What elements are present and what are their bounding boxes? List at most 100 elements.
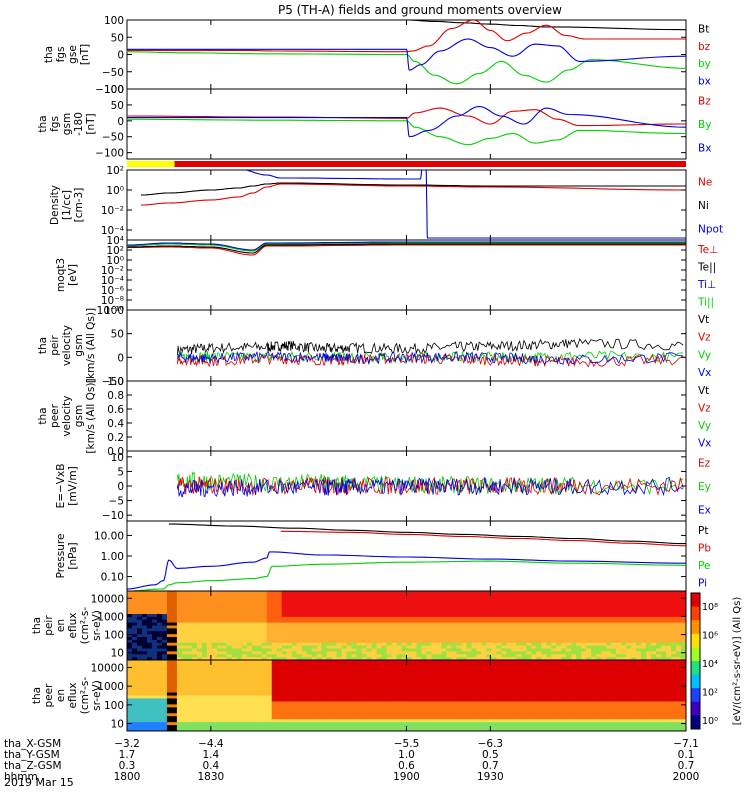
- spectrogram-cell: [661, 619, 667, 624]
- spectrogram-cell: [656, 631, 662, 635]
- spectrogram-cell: [611, 639, 617, 644]
- spectrogram-cell: [251, 602, 258, 606]
- spectrogram-cell: [361, 719, 367, 723]
- spectrogram-cell: [356, 660, 362, 664]
- y-tick-label: 10000: [91, 593, 124, 605]
- spectrogram-cell: [246, 648, 253, 652]
- spectrogram-cell: [206, 665, 213, 670]
- spectrogram-cell: [346, 648, 352, 652]
- spectrogram-cell: [156, 616, 163, 621]
- spectrogram-cell: [381, 695, 387, 699]
- spectrogram-cell: [256, 654, 263, 658]
- spectrogram-cell: [471, 651, 477, 655]
- spectrogram-cell: [266, 689, 273, 693]
- spectrogram-cell: [321, 716, 328, 720]
- spectrogram-cell: [426, 686, 432, 690]
- spectrogram-cell: [356, 651, 362, 655]
- spectrogram-cell: [196, 608, 203, 612]
- spectrogram-cell: [301, 719, 308, 723]
- spectrogram-cell: [231, 625, 238, 629]
- spectrogram-cell: [471, 665, 477, 670]
- spectrogram-cell: [226, 622, 233, 626]
- y-tick-label: 10⁻⁴: [101, 225, 124, 237]
- spectrogram-cell: [376, 722, 382, 726]
- spectrogram-cell: [506, 728, 512, 732]
- spectrogram-cell: [127, 599, 133, 603]
- spectrogram-cell: [661, 628, 667, 632]
- spectrogram-cell: [306, 668, 313, 673]
- spectrogram-cell: [161, 622, 168, 626]
- spectrogram-cell: [136, 616, 143, 621]
- spectrogram-cell: [346, 674, 352, 679]
- spectrogram-cell: [376, 657, 382, 661]
- spectrogram-cell: [296, 631, 303, 635]
- legend-label: bx: [698, 75, 711, 87]
- spectrogram-cell: [281, 674, 288, 679]
- spectrogram-cell: [566, 605, 572, 609]
- spectrogram-cell: [146, 722, 153, 726]
- spectrogram-cell: [196, 716, 203, 720]
- spectrogram-cell: [581, 605, 587, 609]
- spectrogram-cell: [281, 716, 288, 720]
- spectrogram-cell: [206, 698, 213, 702]
- spectrogram-cell: [461, 619, 467, 624]
- spectrogram-cell: [321, 698, 328, 702]
- spectrogram-cell: [251, 660, 258, 664]
- spectrogram-cell: [316, 716, 323, 720]
- spectrogram-cell: [556, 648, 562, 652]
- spectrogram-cell: [406, 728, 412, 732]
- spectrogram-cell: [511, 628, 517, 632]
- spectrogram-cell: [676, 605, 682, 609]
- spectrogram-cell: [296, 596, 303, 601]
- spectrogram-cell: [226, 599, 233, 603]
- spectrogram-cell: [416, 654, 422, 658]
- spectrogram-cell: [376, 698, 382, 702]
- spectrogram-cell: [631, 619, 637, 624]
- spectrogram-cell: [516, 707, 522, 711]
- spectrogram-cell: [391, 677, 397, 682]
- spectrogram-cell: [526, 680, 532, 685]
- spectrogram-cell: [181, 719, 188, 723]
- spectrogram-cell: [511, 660, 517, 664]
- spectrogram-cell: [166, 637, 173, 641]
- spectrogram-cell: [181, 710, 188, 714]
- spectrogram-cell: [356, 671, 362, 676]
- spectrogram-cell: [476, 619, 482, 624]
- spectrogram-cell: [216, 692, 223, 696]
- spectrogram-cell: [471, 713, 477, 717]
- spectrogram-cell: [621, 634, 627, 638]
- spectrogram-cell: [641, 591, 647, 595]
- spectrogram-cell: [506, 692, 512, 696]
- series-line-ex: [176, 476, 684, 498]
- spectrogram-cell: [146, 651, 153, 655]
- spectrogram-cell: [221, 692, 228, 696]
- spectrogram-cell: [266, 698, 273, 702]
- spectrogram-cell: [416, 671, 422, 676]
- spectrogram-cell: [141, 625, 148, 629]
- y-axis-label: en: [55, 689, 67, 702]
- spectrogram-cell: [271, 671, 278, 676]
- spectrogram-cell: [306, 665, 313, 670]
- spectrogram-cell: [516, 616, 522, 621]
- spectrogram-cell: [276, 698, 283, 702]
- spectrogram-cell: [221, 605, 228, 609]
- spectrogram-cell: [666, 625, 672, 629]
- spectrogram-cell: [631, 608, 637, 612]
- spectrogram-cell: [156, 683, 163, 688]
- spectrogram-cell: [446, 654, 452, 658]
- spectrogram-cell: [231, 596, 238, 601]
- spectrogram-cell: [336, 719, 343, 723]
- spectrogram-cell: [191, 719, 198, 723]
- spectrogram-cell: [386, 680, 392, 685]
- spectrogram-cell: [286, 625, 293, 629]
- spectrogram-cell: [526, 605, 532, 609]
- spectrogram-cell: [591, 637, 597, 641]
- legend-label: Vz: [698, 332, 711, 344]
- spectrogram-cell: [481, 701, 487, 705]
- spectrogram-cell: [331, 710, 338, 714]
- spectrogram-cell: [136, 698, 143, 702]
- y-axis-label: sr-eV): [91, 680, 103, 711]
- spectrogram-cell: [501, 625, 507, 629]
- spectrogram-cell: [421, 713, 427, 717]
- spectrogram-cell: [371, 716, 377, 720]
